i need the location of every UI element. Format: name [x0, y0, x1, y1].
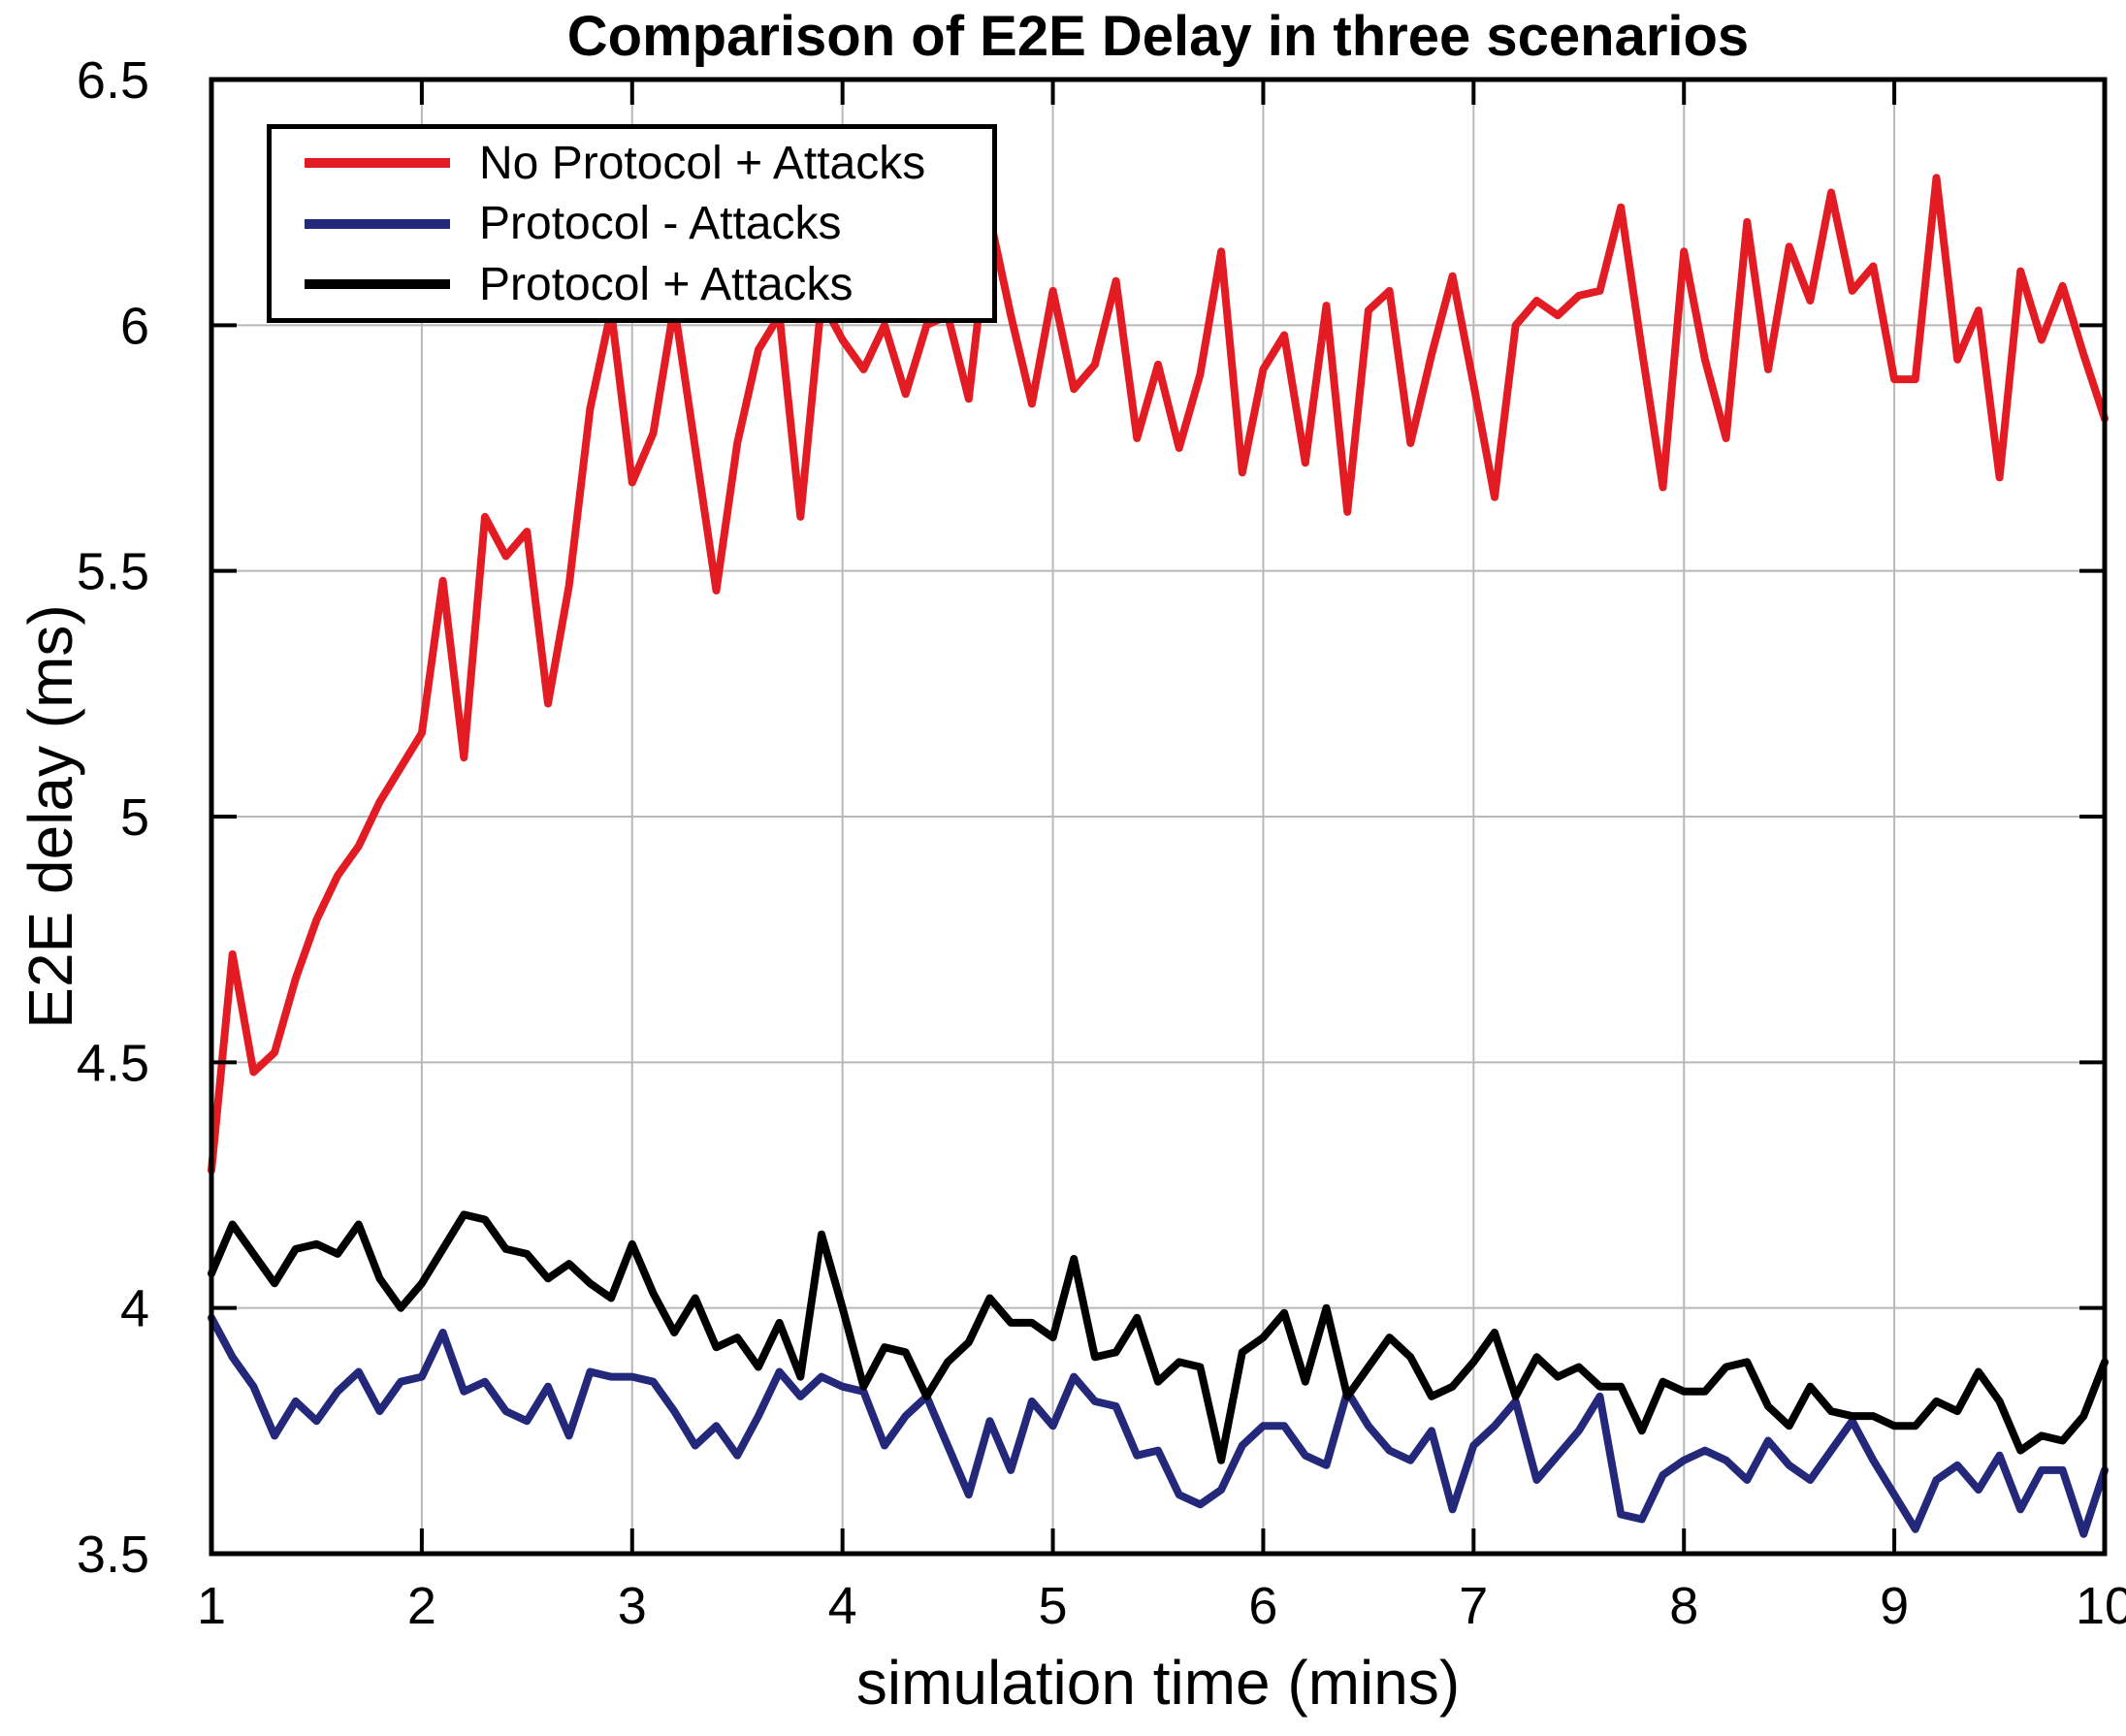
x-tick-label: 7 — [1459, 1577, 1488, 1635]
legend-label: Protocol - Attacks — [479, 198, 842, 249]
y-tick-label: 6.5 — [77, 51, 149, 110]
chart-title: Comparison of E2E Delay in three scenari… — [566, 5, 1750, 68]
x-tick-label: 1 — [197, 1577, 226, 1635]
legend-label: No Protocol + Attacks — [479, 137, 926, 189]
legend-item: Protocol + Attacks — [305, 258, 992, 311]
x-tick-label: 4 — [828, 1577, 857, 1635]
x-tick-label: 5 — [1039, 1577, 1068, 1635]
y-tick-label: 4 — [120, 1280, 149, 1338]
x-tick-label: 10 — [2076, 1577, 2126, 1635]
y-tick-label: 5 — [120, 788, 149, 847]
y-tick-label: 6 — [120, 297, 149, 355]
x-tick-label: 9 — [1880, 1577, 1909, 1635]
legend-line-sample-navy — [305, 218, 450, 229]
y-tick-label: 5.5 — [77, 543, 149, 601]
legend: No Protocol + Attacks Protocol - Attacks… — [267, 124, 997, 323]
y-axis-title: E2E delay (ms) — [16, 604, 85, 1029]
x-tick-label: 8 — [1669, 1577, 1698, 1635]
x-tick-label: 3 — [618, 1577, 647, 1635]
x-axis-title: simulation time (mins) — [855, 1648, 1461, 1718]
series-line-no-protocol-attacks — [208, 174, 2109, 1174]
legend-item: Protocol - Attacks — [305, 197, 992, 250]
y-tick-label: 3.5 — [77, 1526, 149, 1584]
legend-label: Protocol + Attacks — [479, 258, 854, 310]
legend-item: No Protocol + Attacks — [305, 137, 992, 190]
legend-line-sample-red — [305, 158, 450, 168]
x-tick-label: 2 — [407, 1577, 436, 1635]
x-tick-label: 6 — [1248, 1577, 1277, 1635]
series-line-protocol-attacks — [208, 1313, 2109, 1538]
y-tick-label: 4.5 — [77, 1034, 149, 1092]
series-line-protocol-attacks — [208, 1210, 2109, 1464]
legend-line-sample-black — [305, 279, 450, 289]
